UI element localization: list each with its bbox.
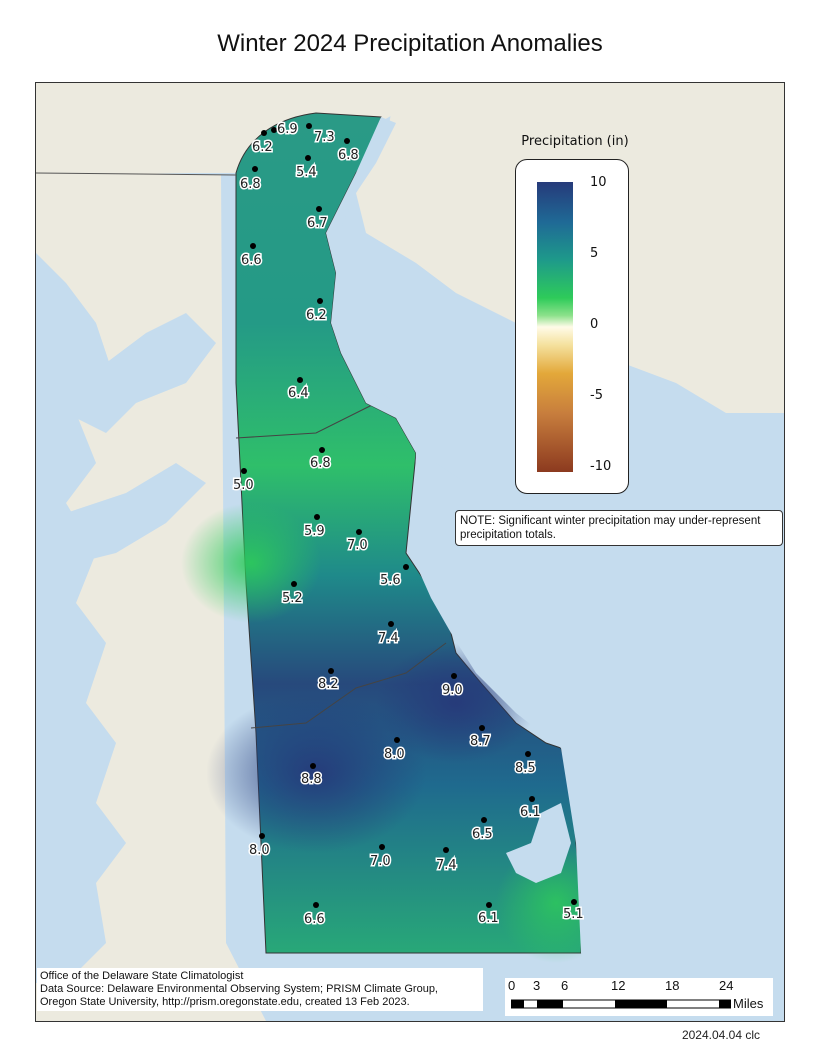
station-value: 6.8: [338, 148, 359, 163]
station-dot: [313, 902, 319, 908]
station-dot: [319, 447, 325, 453]
station-value: 6.8: [240, 177, 261, 192]
station-dot: [310, 763, 316, 769]
county-line-south: [250, 642, 447, 729]
legend-tick: 0: [590, 317, 599, 332]
legend-colorbar: [537, 182, 573, 472]
station-dot: [291, 581, 297, 587]
station-dot: [356, 529, 362, 535]
station-value: 7.4: [436, 858, 457, 873]
scale-bar-graphic: [511, 999, 731, 1009]
station-value: 6.8: [310, 456, 331, 471]
station-value: 6.1: [520, 805, 541, 820]
station-value: 5.9: [304, 524, 325, 539]
station-value: 5.1: [563, 907, 584, 922]
station-dot: [297, 377, 303, 383]
station-value: 9.0: [442, 683, 463, 698]
station-group: 6.9 7.3 6.2 6.8 5.4 6.8 6.7 6.6 6.2 6.4 …: [232, 121, 586, 929]
station-value: 7.0: [370, 854, 391, 869]
station-dot: [252, 166, 258, 172]
station-dot: [529, 796, 535, 802]
legend-tick: -10: [590, 459, 612, 474]
station-dot: [379, 844, 385, 850]
station-value: 8.0: [249, 843, 270, 858]
station-dot: [259, 833, 265, 839]
scale-label: 3: [533, 978, 541, 993]
station-value: 8.7: [470, 734, 491, 749]
station-dot: [328, 668, 334, 674]
note-box: NOTE: Significant winter precipitation m…: [455, 510, 783, 546]
date-stamp: 2024.04.04 clc: [681, 1028, 760, 1042]
station-dot: [250, 243, 256, 249]
station-value: 5.4: [296, 165, 317, 180]
map-canvas: 6.9 7.3 6.2 6.8 5.4 6.8 6.7 6.6 6.2 6.4 …: [36, 83, 784, 1021]
station-value: 5.2: [282, 591, 303, 606]
station-dot: [271, 127, 277, 133]
station-value: 7.3: [314, 130, 335, 145]
station-value: 5.0: [233, 478, 254, 493]
station-dot: [486, 902, 492, 908]
station-value: 6.2: [306, 308, 327, 323]
credits-line: Data Source: Delaware Environmental Obse…: [40, 983, 438, 995]
map-title: Winter 2024 Precipitation Anomalies: [217, 30, 603, 57]
legend-tick: 5: [590, 246, 599, 261]
chesapeake-water: [36, 253, 126, 983]
station-value: 6.7: [307, 216, 328, 231]
station-value: 5.6: [380, 573, 401, 588]
station-value: 6.9: [277, 122, 298, 137]
station-value: 6.6: [304, 912, 325, 927]
station-dot: [571, 899, 577, 905]
station-value: 6.6: [241, 253, 262, 268]
station-value: 7.4: [378, 631, 399, 646]
station-value: 6.2: [252, 140, 273, 155]
station-dot: [451, 673, 457, 679]
station-dot: [317, 298, 323, 304]
scale-label: 18: [665, 978, 680, 993]
station-dot: [314, 514, 320, 520]
scale-bar: 0 3 6 12 18 24 Miles: [505, 978, 773, 1016]
station-value: 8.2: [318, 677, 339, 692]
legend-tick: -5: [590, 388, 603, 403]
legend-tick: 10: [590, 175, 607, 190]
station-value: 6.4: [288, 386, 309, 401]
credits-line: Oregon State University, http://prism.or…: [40, 996, 410, 1008]
scale-unit: Miles: [733, 996, 764, 1011]
scale-label: 6: [561, 978, 569, 993]
station-dot: [525, 751, 531, 757]
station-dot: [344, 138, 350, 144]
scale-label: 12: [611, 978, 626, 993]
legend-title: Precipitation (in): [521, 134, 629, 149]
station-dot: [241, 468, 247, 474]
station-dot: [403, 564, 409, 570]
county-line-north: [235, 402, 377, 439]
station-dot: [443, 847, 449, 853]
credits-line: Office of the Delaware State Climatologi…: [40, 970, 244, 982]
station-value: 8.0: [384, 747, 405, 762]
map-frame: 6.9 7.3 6.2 6.8 5.4 6.8 6.7 6.6 6.2 6.4 …: [35, 82, 785, 1022]
station-value: 6.5: [472, 827, 493, 842]
station-dot: [479, 725, 485, 731]
station-value: 7.0: [347, 538, 368, 553]
credits-box: Office of the Delaware State Climatologi…: [37, 968, 483, 1011]
station-dot: [305, 155, 311, 161]
station-value: 8.8: [301, 772, 322, 787]
scale-label: 0: [508, 978, 516, 993]
station-dot: [481, 817, 487, 823]
station-value: 6.1: [478, 911, 499, 926]
station-dot: [388, 621, 394, 627]
station-value: 8.5: [515, 761, 536, 776]
station-dot: [394, 737, 400, 743]
station-dot: [306, 123, 312, 129]
delaware-river: [326, 117, 784, 1021]
station-dot: [316, 206, 322, 212]
station-dot: [261, 130, 267, 136]
scale-label: 24: [719, 978, 734, 993]
